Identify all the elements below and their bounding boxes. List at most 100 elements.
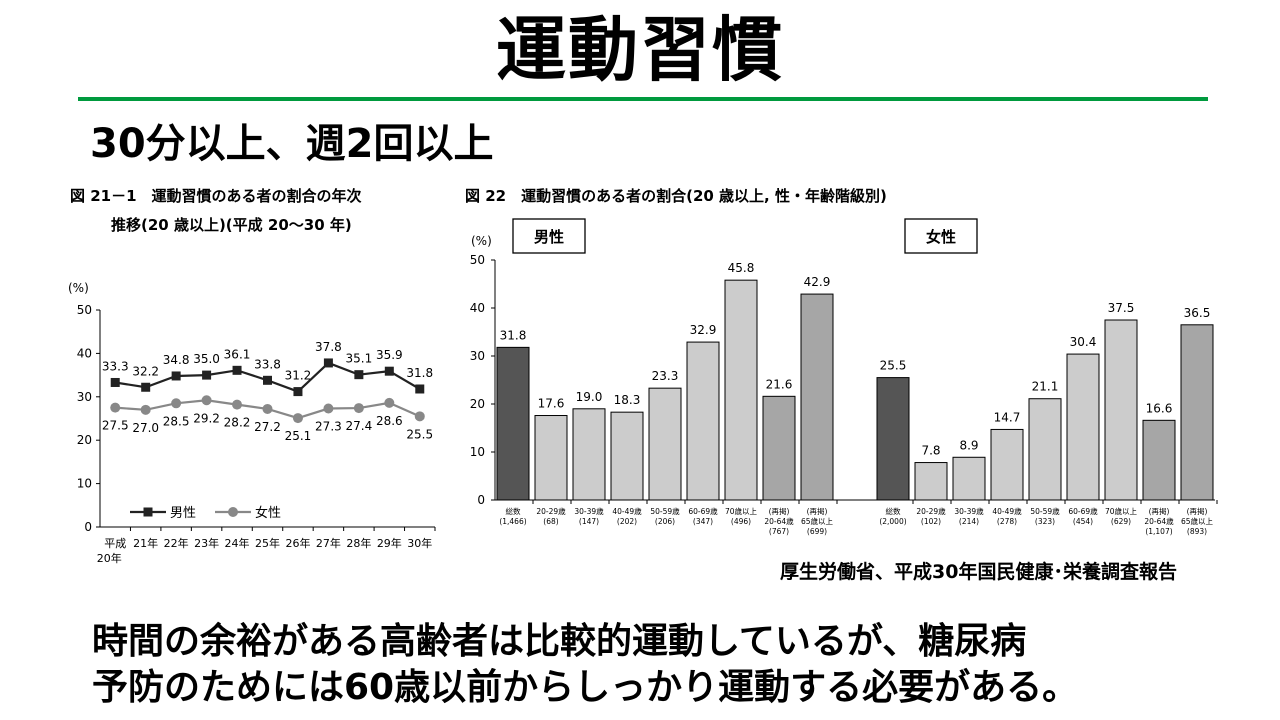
bar: [724, 279, 758, 501]
data-label-male: 32.2: [132, 364, 159, 378]
x-tick-label: 60-69歳: [688, 506, 718, 516]
x-tick-label: (1,107): [1145, 527, 1172, 536]
bar-value-label: 7.8: [921, 444, 940, 458]
data-label-male: 31.8: [406, 366, 433, 380]
line-chart-title: 図 21－1 運動習慣のある者の割合の年次: [70, 187, 362, 205]
bar: [1066, 353, 1100, 501]
data-point-female: [201, 395, 212, 406]
y-tick-label: 10: [470, 445, 485, 459]
bar: [1104, 319, 1138, 501]
data-point-male: [171, 371, 181, 381]
x-tick-label: 70歳以上: [725, 506, 758, 516]
y-tick-label: 50: [470, 253, 485, 267]
y-tick-label: 0: [477, 493, 485, 507]
bar-value-label: 30.4: [1070, 335, 1097, 349]
x-tick-label: 26年: [285, 536, 310, 550]
bar: [610, 411, 644, 501]
x-tick-label: 27年: [316, 536, 341, 550]
bar-value-label: 23.3: [652, 369, 679, 383]
data-point-male: [141, 382, 151, 392]
bar: [762, 395, 796, 501]
page-subtitle: 30分以上、週2回以上: [90, 121, 494, 167]
y-tick-label: 30: [77, 390, 92, 404]
data-label-female: 28.6: [376, 414, 403, 428]
x-tick-label: (68): [543, 517, 558, 526]
bar: [952, 456, 986, 501]
legend-label: 男性: [170, 506, 196, 521]
x-tick-label: (再掲): [1149, 506, 1170, 516]
x-tick-label: 28年: [346, 536, 371, 550]
bar-value-label: 21.6: [766, 377, 793, 391]
x-tick-label: 60-69歳: [1068, 506, 1098, 516]
x-tick-label: (699): [807, 527, 827, 536]
data-point-male: [202, 370, 212, 380]
group-label-box: [904, 218, 978, 254]
data-label-male: 35.0: [193, 352, 220, 366]
bar: [686, 341, 720, 501]
x-tick-label: 21年: [133, 536, 158, 550]
bar: [572, 408, 606, 501]
bar-value-label: 18.3: [614, 393, 641, 407]
x-tick-label: (454): [1073, 517, 1093, 526]
x-tick-label: (323): [1035, 517, 1055, 526]
data-label-female: 27.5: [102, 419, 129, 433]
group-label: 男性: [534, 228, 564, 246]
data-point-female: [232, 399, 243, 410]
x-tick-label: 50-59歳: [1030, 506, 1060, 516]
data-label-male: 34.8: [163, 353, 190, 367]
x-tick-label: (再掲): [1187, 506, 1208, 516]
x-tick-label: (1,466): [499, 517, 526, 526]
bar: [914, 462, 948, 501]
y-tick-label: 40: [77, 346, 92, 360]
data-point-male: [415, 384, 425, 394]
x-tick-label: 20-29歳: [916, 506, 946, 516]
x-tick-label: (202): [617, 517, 637, 526]
x-tick-label: 22年: [164, 536, 189, 550]
x-tick-label: (278): [997, 517, 1017, 526]
x-tick-label: (496): [731, 517, 751, 526]
bar-value-label: 19.0: [576, 390, 603, 404]
x-tick-label: (2,000): [879, 517, 906, 526]
x-tick-label: (147): [579, 517, 599, 526]
data-label-female: 27.3: [315, 420, 342, 434]
data-point-female: [384, 397, 395, 408]
bar-value-label: 32.9: [690, 323, 717, 337]
x-tick-label: 総数: [886, 506, 901, 516]
bar-value-label: 45.8: [728, 261, 755, 275]
x-tick-label: 20-64歳: [764, 516, 794, 526]
data-label-female: 25.5: [406, 427, 433, 441]
data-point-male: [293, 387, 303, 397]
y-tick-label: 10: [77, 477, 92, 491]
data-point-male: [110, 377, 120, 387]
bar-value-label: 16.6: [1146, 401, 1173, 415]
legend-marker: [228, 507, 238, 517]
data-label-male: 36.1: [224, 347, 251, 361]
bar: [1028, 398, 1062, 501]
x-tick-label: 総数: [506, 506, 521, 516]
x-tick-label: (214): [959, 517, 979, 526]
x-tick-label: 30-39歳: [954, 506, 984, 516]
data-label-male: 31.2: [285, 369, 312, 383]
bar: [1142, 419, 1176, 501]
legend-marker: [143, 507, 153, 517]
x-tick-label: (206): [655, 517, 675, 526]
data-point-male: [323, 358, 333, 368]
y-tick-label: 30: [470, 349, 485, 363]
x-tick-label: (102): [921, 517, 941, 526]
data-label-male: 33.3: [102, 359, 129, 373]
bar-value-label: 37.5: [1108, 301, 1135, 315]
y-tick-label: 40: [470, 301, 485, 315]
data-point-female: [140, 404, 151, 415]
y-tick-label: 0: [84, 520, 92, 534]
x-tick-label: (347): [693, 517, 713, 526]
data-label-female: 27.0: [132, 421, 159, 435]
data-point-female: [110, 402, 121, 413]
data-point-female: [323, 403, 334, 414]
data-point-female: [292, 413, 303, 424]
y-tick-label: 50: [77, 303, 92, 317]
data-point-female: [353, 403, 364, 414]
bar: [496, 346, 530, 501]
bar-chart-title: 図 22 運動習慣のある者の割合(20 歳以上, 性・年齢階級別): [465, 187, 887, 205]
x-tick-label: 50-59歳: [650, 506, 680, 516]
